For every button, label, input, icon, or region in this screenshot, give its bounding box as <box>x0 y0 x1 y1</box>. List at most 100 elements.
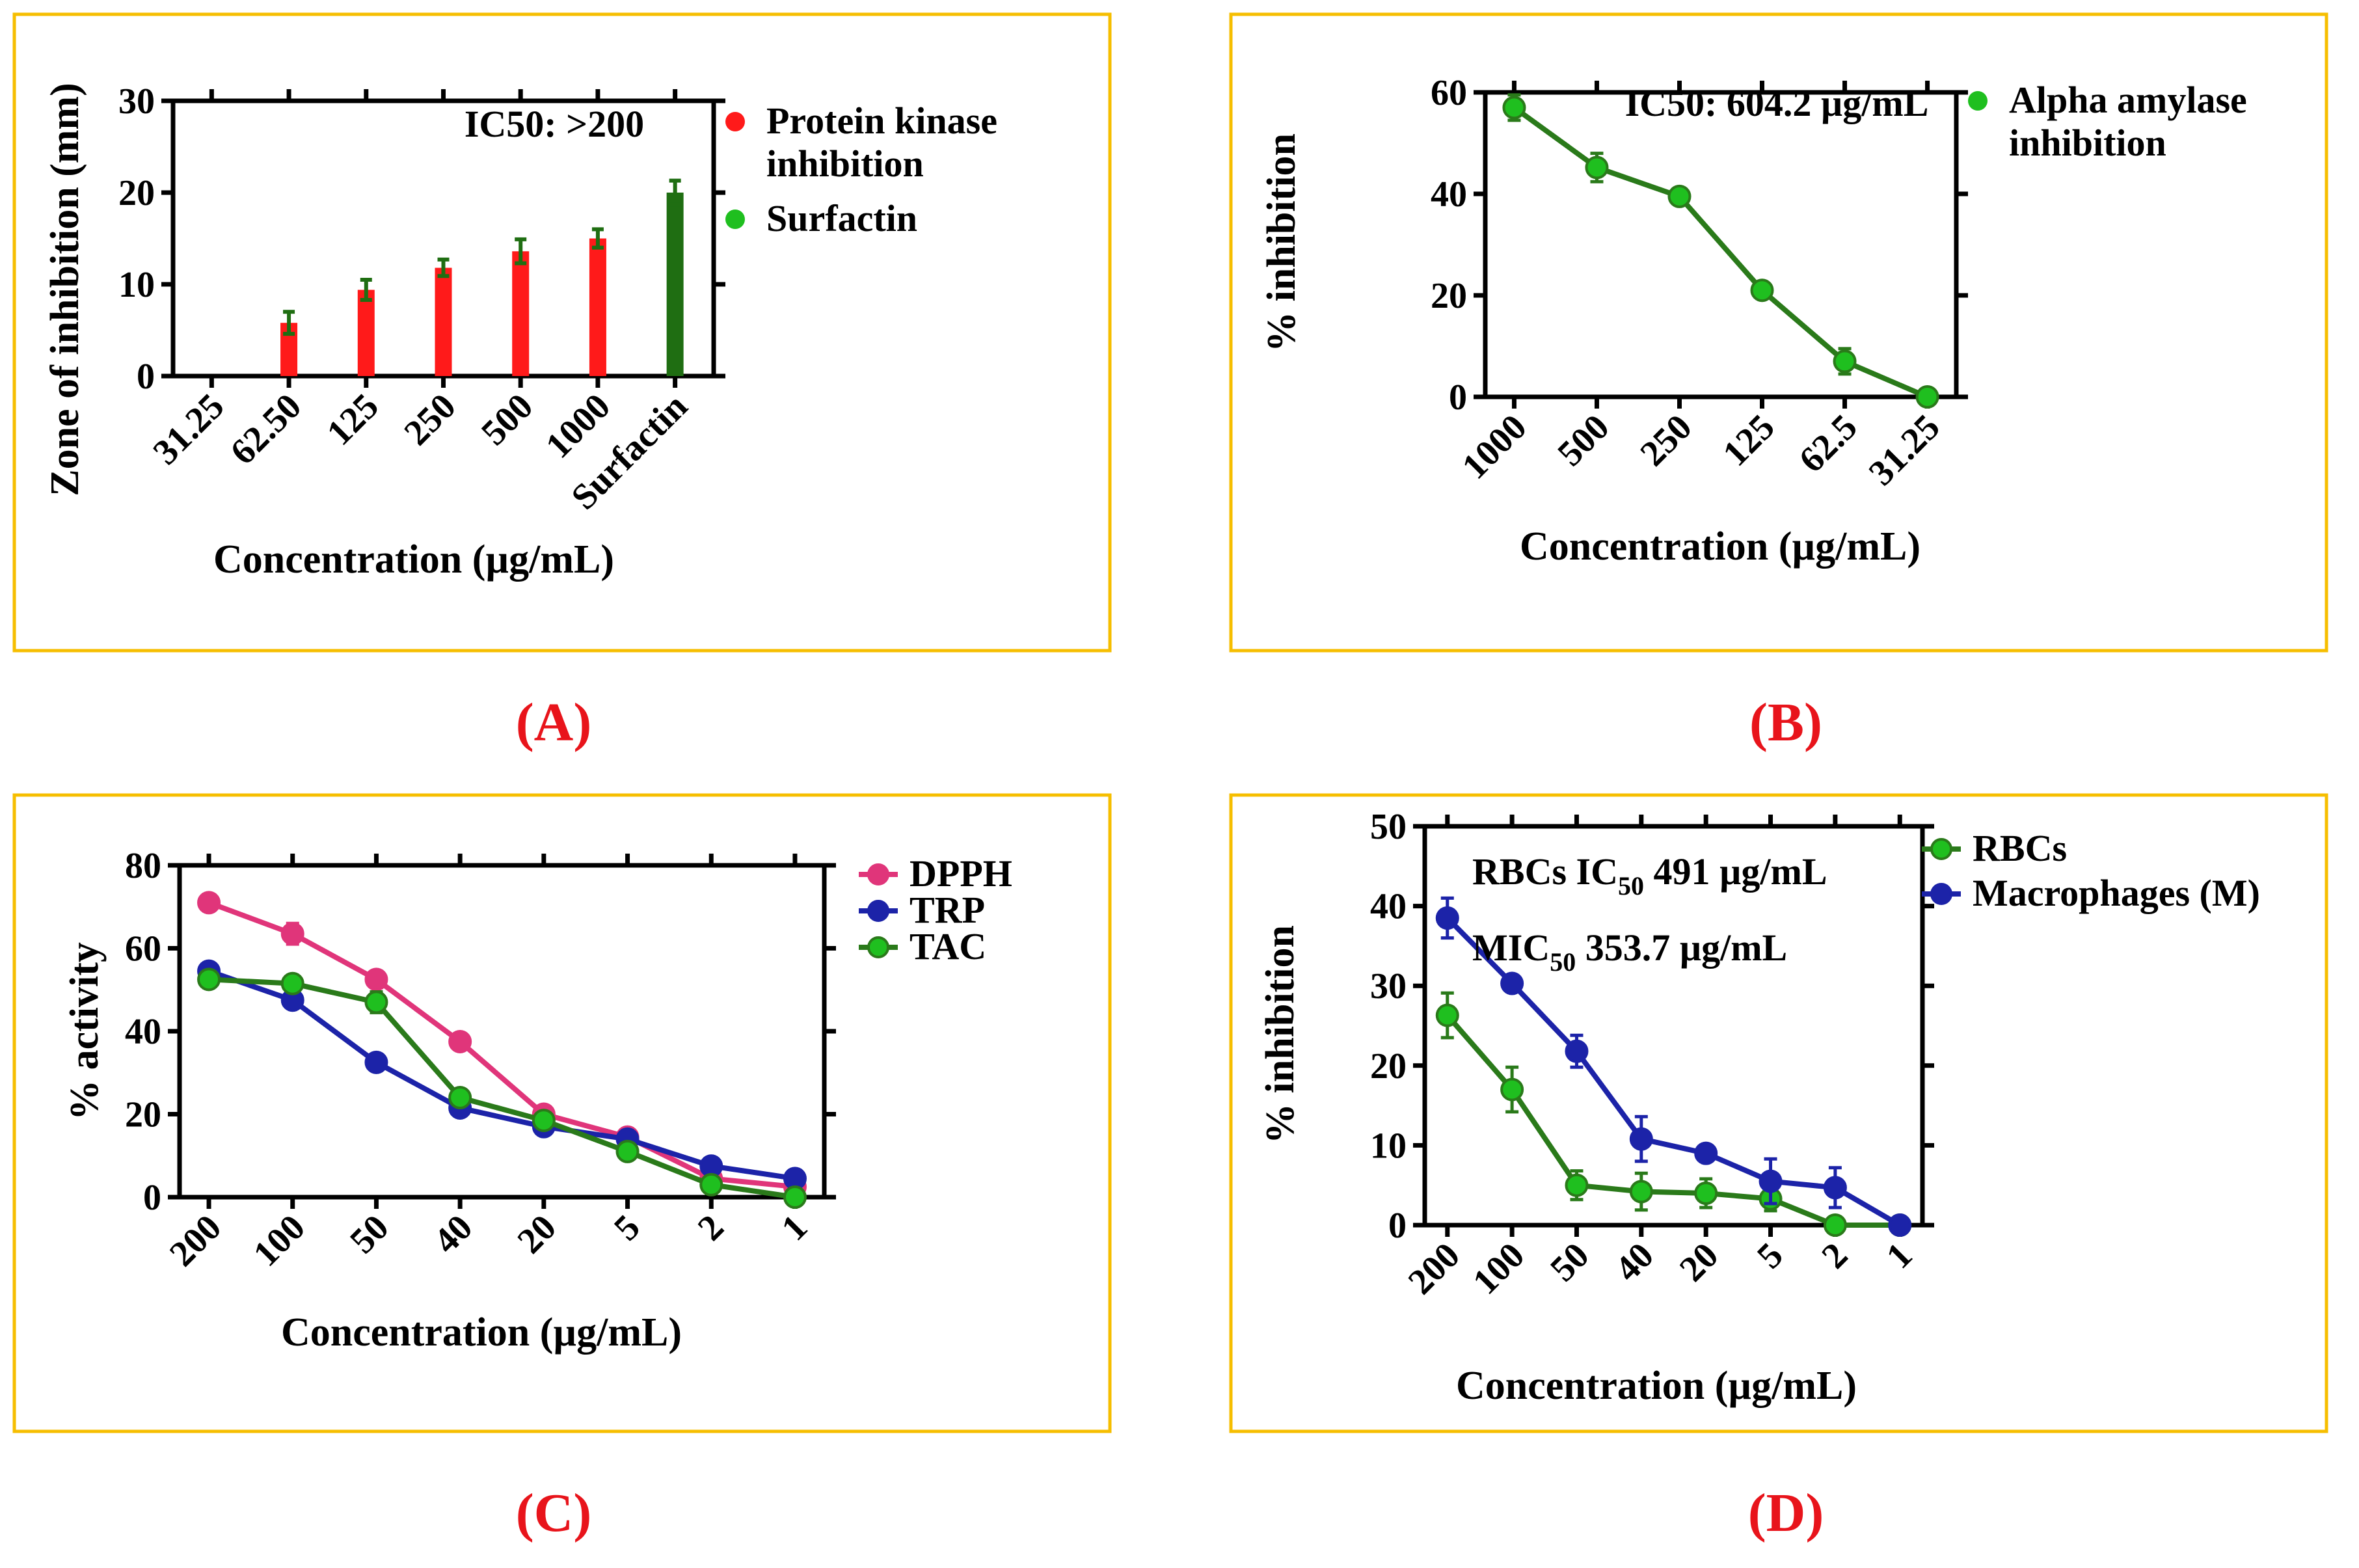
annotation: IC50: 604.2 µg/mL <box>1625 82 1929 124</box>
x-tick-label: 5 <box>606 1207 648 1249</box>
x-tick-label: 5 <box>1749 1235 1791 1277</box>
y-tick-label: 40 <box>1431 174 1467 215</box>
x-tick-label: 1 <box>1879 1235 1921 1277</box>
annotation-text: MIC <box>1472 926 1550 969</box>
x-tick-label: 100 <box>246 1207 313 1274</box>
x-tick-label: 2 <box>690 1207 732 1249</box>
y-tick-label: 30 <box>1370 966 1407 1007</box>
panel-label: (D) <box>1748 1483 1824 1543</box>
annotation: IC50: >200 <box>465 103 644 145</box>
x-tick-label: 1000 <box>1455 407 1535 487</box>
data-point <box>197 967 221 992</box>
x-tick-label: 20 <box>510 1207 564 1261</box>
data-point <box>448 1086 472 1109</box>
annotation-text: 491 µg/mL <box>1644 850 1827 893</box>
data-point <box>1435 1003 1459 1027</box>
data-point <box>364 1050 388 1074</box>
annotation: MIC50 353.7 µg/mL <box>1472 926 1787 977</box>
data-point <box>1629 1180 1653 1204</box>
y-tick-label: 40 <box>1370 887 1407 927</box>
data-point <box>280 971 304 995</box>
y-tick-label: 0 <box>1388 1206 1407 1246</box>
data-point <box>1823 1176 1847 1200</box>
x-axis-title: Concentration (µg/mL) <box>213 537 614 582</box>
data-point <box>364 967 388 992</box>
x-tick-label: 500 <box>474 386 541 453</box>
panel-label: (B) <box>1749 692 1822 753</box>
x-axis-title: Concentration (µg/mL) <box>281 1310 682 1355</box>
annotation-subscript: 50 <box>1550 947 1576 977</box>
data-point <box>364 990 388 1014</box>
legend-marker <box>1930 883 1952 905</box>
data-point <box>1750 278 1774 303</box>
legend-label: DPPH <box>910 852 1012 895</box>
panel-label: (C) <box>516 1483 592 1543</box>
x-tick-label: 2 <box>1814 1235 1855 1277</box>
y-tick-label: 20 <box>125 1095 161 1135</box>
data-point <box>1500 1077 1524 1102</box>
data-point <box>699 1172 723 1196</box>
y-axis-title: % inhibition <box>1260 133 1304 352</box>
annotation-text: RBCs IC <box>1472 850 1618 893</box>
series-line <box>208 977 796 1200</box>
data-point <box>1435 906 1459 930</box>
data-point <box>1565 1039 1589 1063</box>
y-tick-label: 20 <box>1431 276 1467 316</box>
x-tick-label: 62.50 <box>222 386 309 472</box>
y-tick-label: 20 <box>1370 1046 1407 1087</box>
legend-label: TAC <box>910 925 986 967</box>
x-axis-title: Concentration (µg/mL) <box>1456 1364 1857 1408</box>
panel-b: (B) 0 20 40 60 1000 500 250 125 62.531.25 Concentr… <box>1229 12 2328 753</box>
y-tick-label: 10 <box>1370 1126 1407 1166</box>
y-tick-label: 60 <box>125 929 161 969</box>
data-point <box>783 1185 807 1209</box>
data-point <box>1500 971 1524 995</box>
legend-label: Protein kinase <box>766 100 997 142</box>
data-point <box>1667 184 1692 208</box>
series-line <box>1513 105 1929 399</box>
y-tick-label: 0 <box>1449 377 1467 418</box>
data-point <box>280 922 304 946</box>
bar <box>589 238 606 376</box>
panel-frame <box>12 12 1112 653</box>
x-tick-label: 250 <box>396 386 463 453</box>
y-tick-label: 0 <box>143 1178 161 1218</box>
legend-label: RBCs <box>1973 827 2067 869</box>
x-tick-label: 20 <box>1672 1235 1726 1289</box>
legend-label: inhibition <box>766 142 924 185</box>
data-point <box>1823 1213 1847 1237</box>
data-point <box>1759 1169 1783 1193</box>
x-tick-label: 125 <box>1715 407 1782 474</box>
bar <box>435 267 452 376</box>
legend-marker <box>1968 91 1988 111</box>
legend-label: Macrophages (M) <box>1973 872 2260 914</box>
x-tick-label: 125 <box>319 386 386 453</box>
x-tick-label: 40 <box>426 1207 480 1261</box>
x-tick-label: 31.25 <box>146 386 232 472</box>
y-tick-label: 50 <box>1370 807 1407 847</box>
annotation-subscript: 50 <box>1618 871 1644 900</box>
panel-frame <box>12 793 1112 1433</box>
x-tick-label: 50 <box>342 1207 396 1261</box>
bar <box>666 193 684 376</box>
y-axis-title: % inhibition <box>1258 925 1302 1144</box>
x-axis-title: Concentration (µg/mL) <box>1520 524 1921 569</box>
panel-frame <box>1229 793 2328 1433</box>
y-tick-label: 20 <box>118 173 155 213</box>
data-point <box>1565 1173 1589 1197</box>
x-tick-label: 250 <box>1632 407 1699 474</box>
x-tick-label: 100 <box>1465 1235 1532 1302</box>
series-line <box>208 900 796 1190</box>
y-tick-label: 60 <box>1431 73 1467 113</box>
legend-label: Alpha amylase <box>2009 79 2247 121</box>
legend-marker <box>725 210 745 229</box>
panel-frame <box>1229 12 2328 653</box>
data-point <box>1694 1141 1718 1165</box>
legend-label: inhibition <box>2009 122 2166 164</box>
annotation: RBCs IC50 491 µg/mL <box>1472 850 1827 900</box>
panel-label: (A) <box>516 692 592 753</box>
data-point <box>1629 1127 1653 1151</box>
